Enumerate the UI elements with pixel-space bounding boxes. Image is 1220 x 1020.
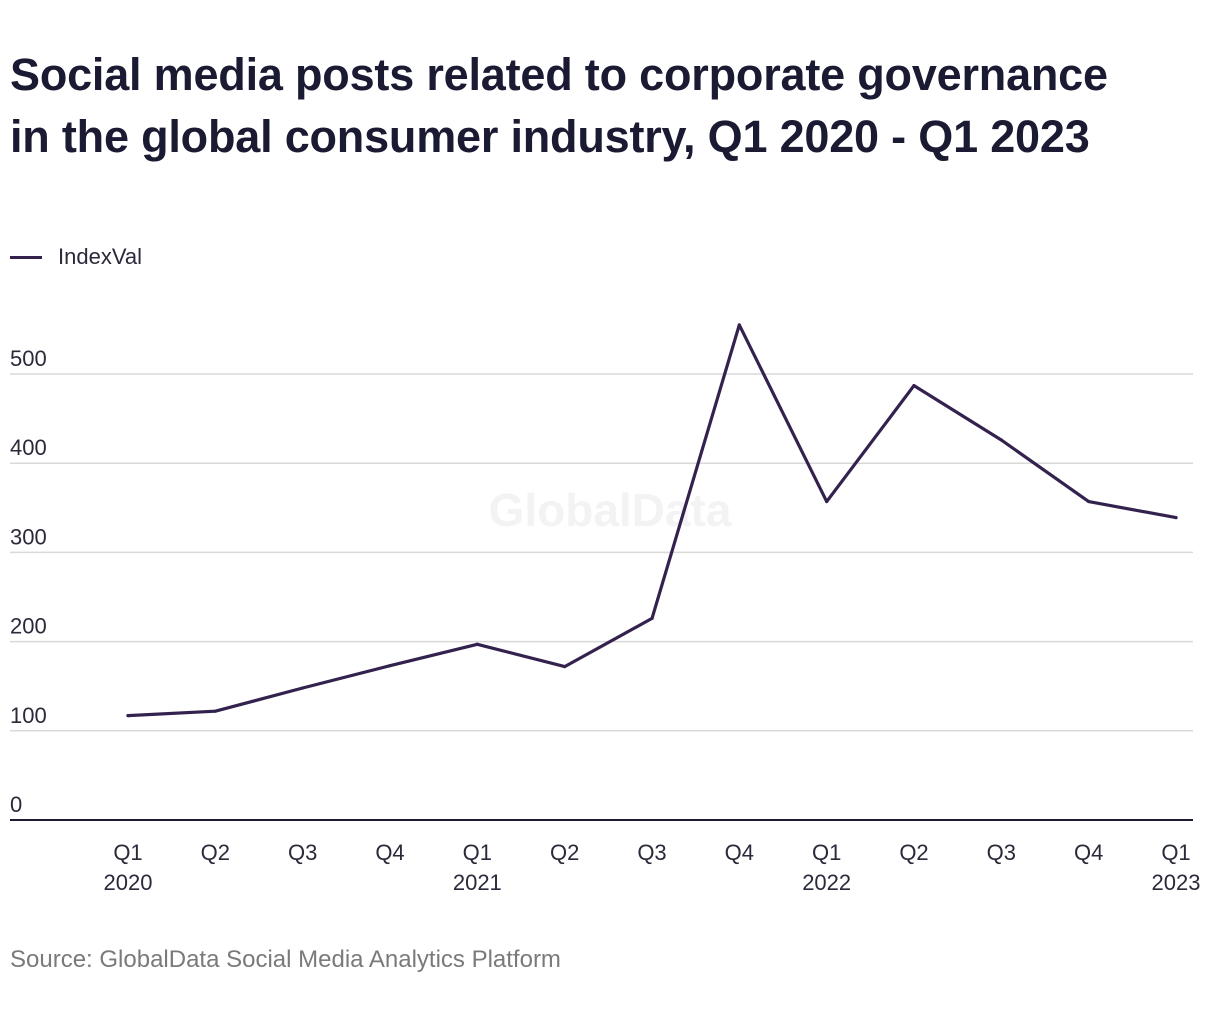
data-point-12 <box>1174 516 1178 520</box>
data-point-5 <box>563 664 567 669</box>
x-tick-label-10: Q3 <box>987 840 1016 865</box>
x-tick-label-0: Q1 <box>113 840 142 865</box>
x-tick-label-3: Q4 <box>375 840 404 865</box>
series-indexval <box>126 323 1178 718</box>
y-tick-label-100: 100 <box>10 703 47 728</box>
x-tick-label-11: Q4 <box>1074 840 1103 865</box>
chart-title-line-1: Social media posts related to corporate … <box>10 49 1108 100</box>
x-tick-year-label-4: 2021 <box>453 870 502 895</box>
x-tick-year-label-12: 2023 <box>1152 870 1201 895</box>
x-tick-label-12: Q1 <box>1161 840 1190 865</box>
chart-legend: IndexVal <box>10 244 142 270</box>
data-point-4 <box>475 642 479 646</box>
data-point-11 <box>1087 499 1091 504</box>
y-axis-tick-labels: 0 100 200 300 400 500 <box>10 346 47 817</box>
x-tick-label-8: Q1 <box>812 840 841 865</box>
watermark-logo: GlobalData <box>489 484 732 536</box>
y-tick-label-0: 0 <box>10 792 22 817</box>
x-tick-year-label-8: 2022 <box>802 870 851 895</box>
y-tick-label-500: 500 <box>10 346 47 371</box>
legend-label-indexval: IndexVal <box>58 244 142 269</box>
data-point-6 <box>650 616 654 621</box>
x-tick-year-label-0: 2020 <box>104 870 153 895</box>
data-point-2 <box>301 686 305 690</box>
data-point-8 <box>825 499 829 504</box>
data-point-7 <box>737 323 741 327</box>
x-axis-tick-labels: Q1 2020 Q2 Q3 Q4 Q1 2021 Q2 Q3 Q4 Q1 2022 Q2 Q3 Q4 Q1 20… <box>104 840 1201 895</box>
chart-title: Social media posts related to corporate … <box>10 44 1210 168</box>
x-tick-label-4: Q1 <box>463 840 492 865</box>
x-tick-label-7: Q4 <box>725 840 754 865</box>
data-point-0 <box>126 714 130 718</box>
data-point-9 <box>912 383 916 388</box>
legend-swatch-indexval <box>10 255 42 259</box>
data-point-3 <box>388 664 392 668</box>
x-tick-label-2: Q3 <box>288 840 317 865</box>
gridlines <box>10 373 1193 732</box>
x-tick-label-5: Q2 <box>550 840 579 865</box>
x-tick-label-6: Q3 <box>637 840 666 865</box>
x-tick-label-1: Q2 <box>201 840 230 865</box>
data-point-10 <box>999 438 1003 442</box>
source-note: Source: GlobalData Social Media Analytic… <box>10 946 561 973</box>
chart-title-line-2: in the global consumer industry, Q1 2020… <box>10 111 1090 162</box>
x-tick-label-9: Q2 <box>899 840 928 865</box>
y-tick-label-200: 200 <box>10 614 47 639</box>
data-point-1 <box>213 709 217 713</box>
y-tick-label-400: 400 <box>10 435 47 460</box>
y-tick-label-300: 300 <box>10 524 47 549</box>
